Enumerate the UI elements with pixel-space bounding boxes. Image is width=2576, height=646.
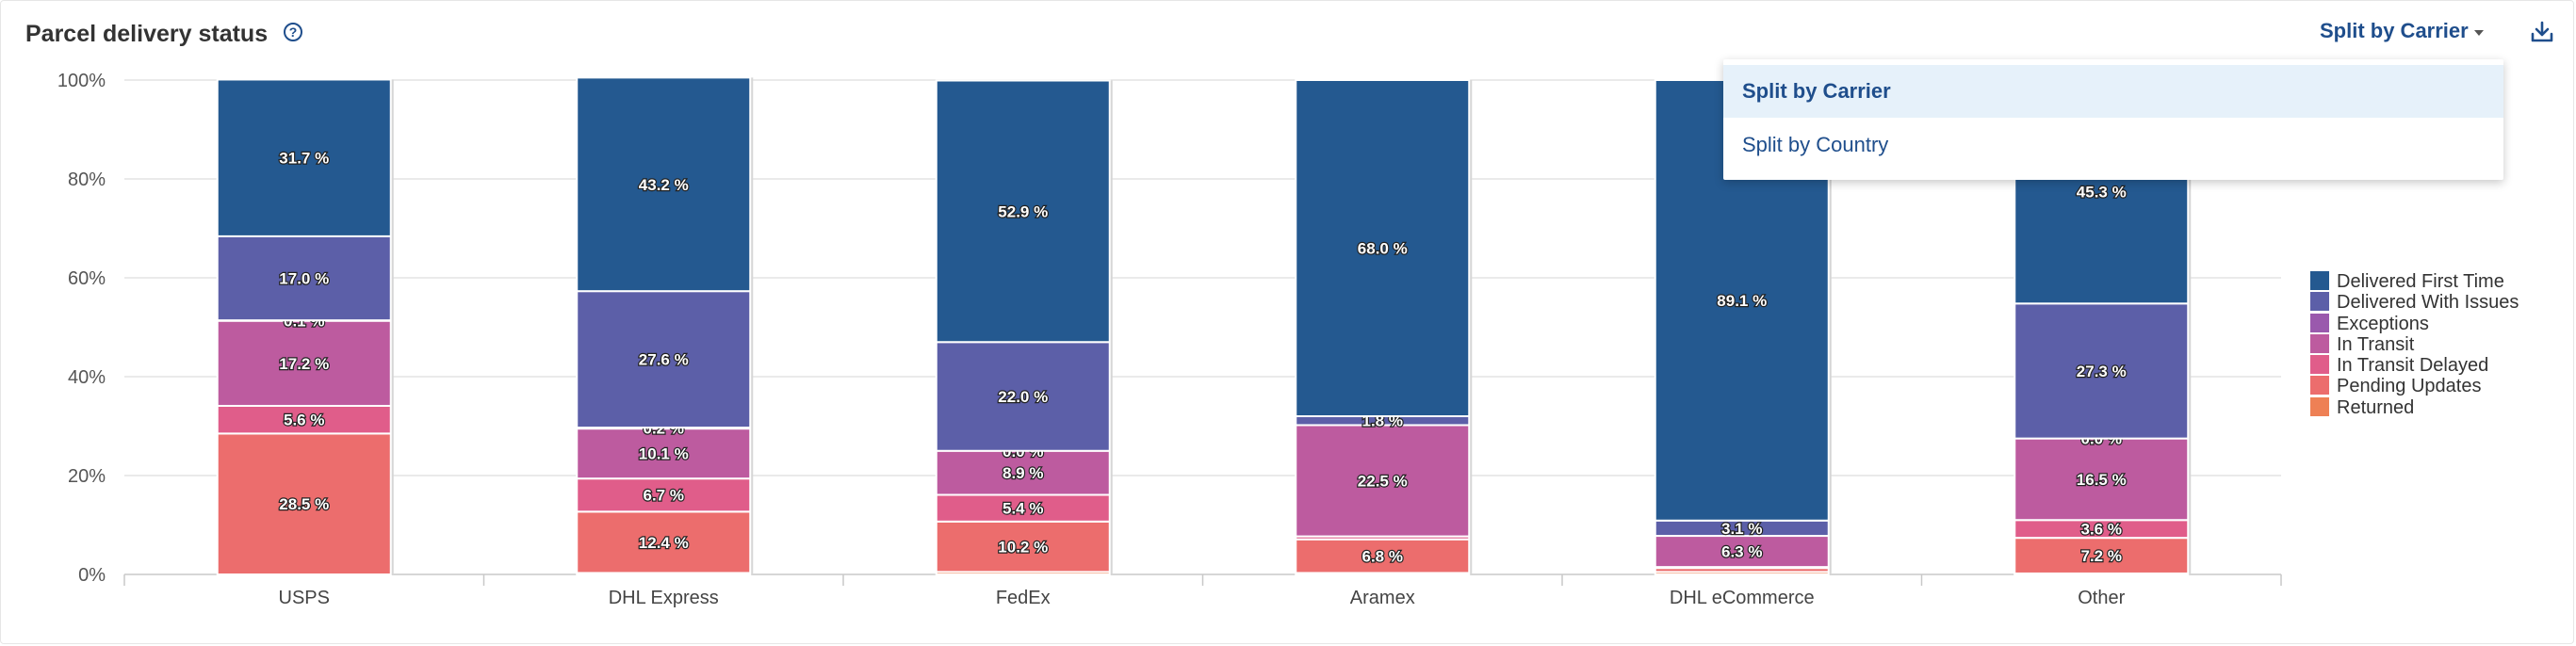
data-label: 17.2 % (279, 355, 329, 373)
question-circle-icon[interactable]: ? (284, 23, 302, 41)
split-dropdown-menu: Split by Carrier Split by Country (1723, 59, 2503, 180)
legend-label: Returned (2337, 396, 2415, 418)
legend-label: Delivered First Time (2337, 271, 2504, 292)
data-label: 6.3 % (1721, 543, 1762, 561)
bar-segment (935, 79, 1111, 344)
data-label: 22.0 % (998, 388, 1048, 406)
legend-item[interactable]: Delivered With Issues (2310, 292, 2519, 313)
data-label: 17.0 % (279, 270, 329, 288)
data-label: 10.2 % (998, 539, 1048, 557)
legend-label: Exceptions (2337, 313, 2429, 334)
data-label: 6.7 % (644, 487, 684, 505)
legend-label: Pending Updates (2337, 376, 2482, 397)
legend-label: In Transit Delayed (2337, 355, 2489, 377)
chart-legend: Delivered First Time Delivered With Issue… (2310, 271, 2519, 418)
data-label: 12.4 % (639, 534, 689, 552)
bar-segment (2014, 437, 2190, 522)
legend-swatch (2310, 271, 2329, 290)
bar-segment (576, 290, 752, 429)
x-tick-label: DHL Express (609, 588, 719, 608)
legend-swatch (2310, 396, 2329, 416)
data-label: 5.6 % (284, 412, 324, 429)
data-label: 3.1 % (1721, 520, 1762, 538)
bar-segment (2014, 537, 2190, 574)
y-tick-label: 80% (68, 170, 106, 190)
bar-segment (1295, 538, 1471, 574)
legend-swatch (2310, 313, 2329, 332)
x-tick-label: Aramex (1350, 588, 1415, 608)
legend-swatch (2310, 292, 2329, 312)
legend-swatch (2310, 333, 2329, 353)
menu-item-split-by-carrier[interactable]: Split by Carrier (1723, 65, 2503, 118)
bar-segment (935, 520, 1111, 573)
bar-segment (216, 78, 392, 237)
data-label: 31.7 % (279, 150, 329, 168)
data-label: 16.5 % (2077, 471, 2127, 489)
bar-segment (1295, 79, 1471, 417)
x-tick-label: USPS (279, 588, 330, 608)
bar-segment (576, 510, 752, 574)
data-label: 27.3 % (2077, 363, 2127, 380)
page-title: Parcel delivery status (25, 21, 269, 47)
y-tick-label: 100% (57, 71, 106, 91)
legend-item[interactable]: Returned (2310, 396, 2519, 418)
data-label: 68.0 % (1358, 240, 1408, 258)
download-icon[interactable] (2529, 19, 2555, 45)
legend-item[interactable]: Exceptions (2310, 313, 2519, 334)
chevron-down-icon[interactable] (2474, 30, 2484, 36)
data-label: 5.4 % (1003, 500, 1043, 518)
data-label: 3.6 % (2081, 521, 2122, 539)
data-label: 6.8 % (1362, 548, 1403, 566)
legend-item[interactable]: In Transit Delayed (2310, 355, 2519, 376)
legend-swatch (2310, 355, 2329, 375)
data-label: 52.9 % (998, 202, 1048, 220)
data-label: 43.2 % (639, 176, 689, 194)
menu-item-split-by-country[interactable]: Split by Country (1742, 133, 1889, 156)
x-tick-label: Other (2078, 588, 2125, 608)
bar-segment (935, 449, 1111, 496)
bar-segment (216, 432, 392, 575)
data-label: 45.3 % (2077, 183, 2127, 201)
bar-segment (576, 477, 752, 513)
y-tick-label: 60% (68, 268, 106, 289)
legend-label: In Transit (2337, 333, 2415, 355)
split-by-dropdown[interactable]: Split by Carrier (2320, 19, 2469, 42)
legend-label: Delivered With Issues (2337, 292, 2519, 314)
y-tick-label: 40% (68, 367, 106, 388)
legend-swatch (2310, 376, 2329, 396)
data-label: 7.2 % (2081, 547, 2122, 565)
y-tick-label: 20% (68, 466, 106, 487)
data-label: 27.6 % (639, 351, 689, 369)
bar-segment (216, 319, 392, 407)
y-tick-label: 0% (78, 565, 106, 586)
data-label: 8.9 % (1003, 464, 1043, 482)
x-tick-label: DHL eCommerce (1670, 588, 1815, 608)
data-label: 10.1 % (639, 445, 689, 463)
x-tick-label: FedEx (996, 588, 1051, 608)
bar-segment (216, 234, 392, 322)
legend-item[interactable]: In Transit (2310, 333, 2519, 355)
data-label: 22.5 % (1358, 473, 1408, 491)
bar-segment (576, 76, 752, 293)
bar-segment (2014, 302, 2190, 440)
data-label: 28.5 % (279, 495, 329, 513)
legend-item[interactable]: Pending Updates (2310, 376, 2519, 396)
data-label: 89.1 % (1717, 292, 1767, 310)
legend-item[interactable]: Delivered First Time (2310, 271, 2519, 292)
